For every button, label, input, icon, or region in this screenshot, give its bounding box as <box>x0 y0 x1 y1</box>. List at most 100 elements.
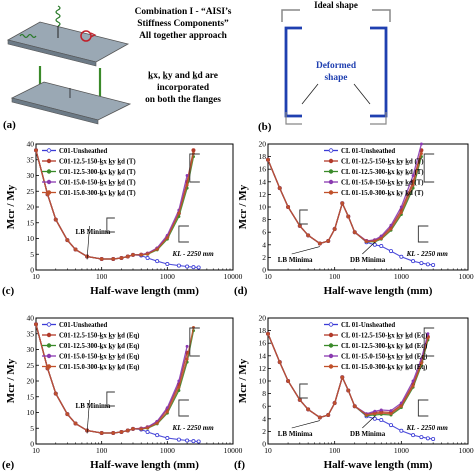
deformed-label-line-2: shape <box>325 73 348 83</box>
section-sketch-local <box>106 217 115 233</box>
data-point <box>346 214 350 218</box>
x-tick-label: 10 <box>32 446 40 455</box>
legend-entry: CL 01-12.5-150-k̲x k̲y k̲d (T) <box>341 159 424 166</box>
data-point <box>165 236 169 240</box>
annotation-kl: KL - 2250 mm <box>406 424 449 432</box>
section-sketch-distortional <box>417 399 429 417</box>
legend-swatch-marker <box>46 169 52 174</box>
data-point <box>100 257 104 261</box>
y-tick-label: 8 <box>262 389 266 398</box>
panel-b: Ideal shape Deformed shape (b) <box>258 0 404 133</box>
charts-group: 10 100 1000 100000510152025303540Half-wave … <box>2 140 474 472</box>
section-sketch-global <box>189 153 200 183</box>
y-tick-label: 20 <box>27 203 35 212</box>
sheathed-section-schematic <box>6 5 132 125</box>
data-point <box>278 186 282 190</box>
spring-icon <box>55 5 61 27</box>
data-point <box>379 418 384 423</box>
data-point <box>145 430 150 435</box>
series-line-4 <box>267 153 423 245</box>
annotation-pointer <box>362 416 376 429</box>
y-tick-label: 0 <box>262 440 266 449</box>
y-tick-label: 0 <box>262 266 266 275</box>
y-tick-label: 6 <box>262 228 266 237</box>
legend-swatch-marker <box>46 148 52 153</box>
legend-entry: CL 01-15.0-300-k̲x k̲y k̲d (Eq) <box>341 364 427 371</box>
panel-a-note-line-1: k̲x, k̲y and k̲d are <box>148 71 218 81</box>
legend-swatch-marker <box>328 148 334 153</box>
data-point <box>155 421 159 425</box>
y-tick-label: 10 <box>259 377 267 386</box>
data-point <box>389 412 393 416</box>
data-point <box>139 253 143 257</box>
y-tick-label: 2 <box>262 253 266 262</box>
y-axis-label: Mcr / My <box>237 184 249 229</box>
data-point <box>364 413 368 417</box>
series-line-2 <box>35 150 195 260</box>
panel-a-title-line-3: All together approach <box>139 31 227 41</box>
ideal-shape-label: Ideal shape <box>314 0 358 10</box>
legend-swatch-marker <box>46 158 52 164</box>
y-tick-label: 8 <box>262 215 266 224</box>
y-tick-label: 12 <box>259 364 267 373</box>
annotation-lb-minima: LB Minima <box>76 228 111 236</box>
y-tick-label: 4 <box>262 414 266 423</box>
data-point <box>306 407 310 411</box>
annotation-lb-minima: LB Minima <box>278 430 313 438</box>
series-line-1 <box>35 150 195 260</box>
data-point <box>286 205 290 209</box>
data-point <box>177 211 181 215</box>
y-tick-label: 14 <box>259 351 267 360</box>
legend-entry: C01-Unsheathed <box>59 322 108 329</box>
panel-a-title-line-2: Stiffness Components” <box>137 19 229 29</box>
legend-swatch-marker <box>46 190 52 195</box>
data-point <box>155 247 159 251</box>
data-point <box>54 218 58 222</box>
y-tick-label: 15 <box>27 218 35 227</box>
data-point <box>126 254 130 258</box>
legend-entry: C01-Unsheathed <box>59 148 108 155</box>
legend-swatch-marker <box>46 353 52 359</box>
data-point <box>34 322 38 326</box>
data-point <box>191 148 196 153</box>
x-tick-label: 1000 <box>160 446 175 455</box>
data-point <box>431 262 436 267</box>
data-point <box>419 151 423 155</box>
data-point <box>318 242 322 246</box>
data-point <box>155 433 160 438</box>
panel-letter-b: (b) <box>258 121 272 133</box>
data-point <box>100 431 104 435</box>
section-sketch-global <box>423 153 435 183</box>
section-sketch-distortional <box>178 225 189 243</box>
data-point <box>74 422 78 426</box>
y-tick-label: 15 <box>27 392 35 401</box>
data-point <box>379 237 383 240</box>
section-sketch-local <box>299 383 308 399</box>
y-tick-label: 5 <box>30 424 34 433</box>
ideal-shape-left-bottom <box>285 112 302 125</box>
annotation-db-minima: DB Minima <box>350 256 386 264</box>
data-point <box>185 183 189 187</box>
data-point <box>119 256 123 260</box>
legend-swatch-marker <box>328 179 334 185</box>
data-point <box>111 431 115 435</box>
data-point <box>373 409 377 413</box>
legend-entry: C01-15.0-300-k̲x k̲y k̲d (Eq) <box>59 364 139 371</box>
section-sketch-local <box>299 209 308 225</box>
y-tick-label: 10 <box>259 203 267 212</box>
legend-entry: CL 01-12.5-150-k̲x k̲y k̲d (Eq) <box>341 333 427 340</box>
y-tick-label: 35 <box>27 155 35 164</box>
y-axis-label: Mcr / My <box>237 358 249 403</box>
data-point <box>155 259 160 264</box>
data-point <box>185 344 189 348</box>
y-tick-label: 12 <box>259 190 267 199</box>
data-point <box>373 412 377 416</box>
legend-swatch-marker <box>46 332 52 338</box>
data-point <box>139 427 143 431</box>
x-tick-label: 1000 <box>160 272 175 281</box>
data-point <box>426 332 430 336</box>
legend-entry: CL 01-15.0-150-k̲x k̲y k̲d (T) <box>341 180 424 187</box>
y-tick-label: 20 <box>27 377 35 386</box>
y-tick-label: 10 <box>27 234 35 243</box>
chart-0: 10 100 1000 10000 0 5 10 15 20 25 30 35 40 Half-wave … <box>2 140 243 298</box>
